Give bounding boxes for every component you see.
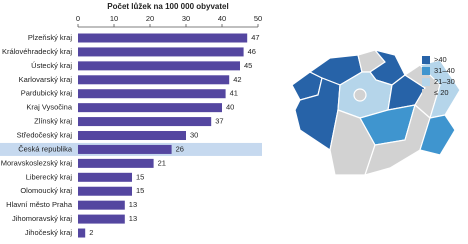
value-label: 30 [190,130,198,139]
value-label: 46 [248,47,256,56]
bar [78,103,222,113]
y-tick-label: Kraj Vysočina [26,103,72,112]
bar [78,117,212,127]
value-label: 42 [233,75,241,84]
value-label: 13 [129,214,137,223]
bar [78,172,132,182]
bar [78,61,240,71]
bar [78,47,244,57]
legend-label: >40 [434,55,447,64]
value-label: 13 [129,200,137,209]
y-tick-label: Pardubický kraj [21,89,73,98]
legend-swatch [422,56,430,64]
bar [78,131,186,141]
x-tick-label: 10 [110,14,118,23]
legend-label: 31–40 [434,66,455,75]
y-tick-label: Česká republika [18,144,73,153]
bar [78,228,86,238]
value-label: 2 [89,228,93,237]
value-label: 37 [215,117,223,126]
map [291,48,461,176]
y-tick-label: Plzeňský kraj [28,33,73,42]
bar [78,89,226,99]
bar [78,33,248,43]
value-label: 26 [176,144,184,153]
legend-label: ≤ 20 [434,88,449,97]
legend-swatch [422,78,430,86]
x-tick-label: 30 [182,14,190,23]
x-tick-label: 40 [218,14,226,23]
region-zlinsky [419,114,456,156]
bar [78,214,125,224]
y-tick-label: Královéhradecký kraj [2,47,72,56]
bar [78,75,230,85]
value-label: 47 [251,33,259,42]
region-praha [353,88,367,102]
y-tick-label: Karlovarský kraj [19,75,73,84]
bar [78,186,132,196]
bar [78,158,154,168]
x-tick-label: 20 [146,14,154,23]
legend-swatch [422,67,430,75]
x-tick-label: 0 [76,14,80,23]
value-label: 21 [158,158,166,167]
y-tick-label: Jihočeský kraj [25,228,72,237]
bar [78,200,125,210]
bar [78,144,172,154]
y-tick-label: Ústecký kraj [31,61,72,70]
y-tick-label: Liberecký kraj [26,172,73,181]
x-tick-label: 50 [254,14,262,23]
value-label: 15 [136,186,144,195]
y-tick-label: Hlavní město Praha [6,200,73,209]
legend-swatch [422,89,430,97]
legend-label: 21–30 [434,77,455,86]
value-label: 45 [244,61,252,70]
y-tick-label: Moravskoslezský kraj [1,158,73,167]
y-tick-label: Olomoucký kraj [20,186,72,195]
chart-title: Počet lůžek na 100 000 obyvatel [107,2,228,11]
value-label: 41 [230,89,238,98]
value-label: 15 [136,172,144,181]
y-tick-label: Jihomoravský kraj [12,214,72,223]
y-tick-label: Středočeský kraj [17,130,73,139]
y-tick-label: Zlínský kraj [34,117,72,126]
value-label: 40 [226,103,234,112]
